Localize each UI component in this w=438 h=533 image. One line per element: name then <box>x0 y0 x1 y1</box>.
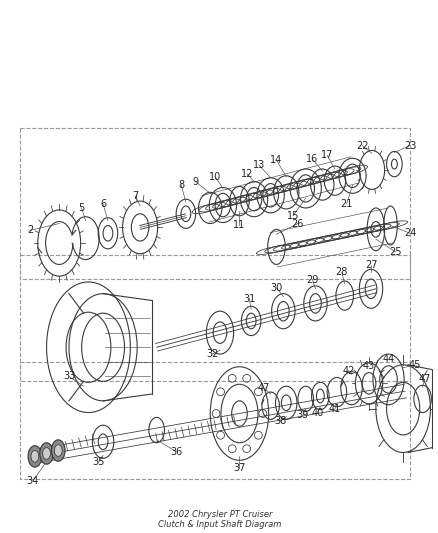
Text: 47: 47 <box>417 374 430 384</box>
Text: 22: 22 <box>355 141 367 151</box>
Text: 7: 7 <box>132 191 138 201</box>
Text: 17: 17 <box>320 150 332 160</box>
Ellipse shape <box>54 445 62 456</box>
Text: 32: 32 <box>205 349 218 359</box>
Text: 33: 33 <box>63 372 75 382</box>
Text: 41: 41 <box>328 403 340 414</box>
Text: 24: 24 <box>403 228 415 238</box>
Text: 42: 42 <box>342 366 354 376</box>
Ellipse shape <box>40 443 53 464</box>
Text: 8: 8 <box>177 180 184 190</box>
Text: 2: 2 <box>27 225 33 236</box>
Text: 27: 27 <box>364 261 376 270</box>
Text: 47: 47 <box>257 383 269 393</box>
Text: 28: 28 <box>335 267 347 277</box>
Text: 2002 Chrysler PT Cruiser
Clutch & Input Shaft Diagram: 2002 Chrysler PT Cruiser Clutch & Input … <box>158 510 281 529</box>
Text: 39: 39 <box>296 410 308 421</box>
Ellipse shape <box>42 448 50 459</box>
Text: 15: 15 <box>286 211 299 221</box>
Text: 43: 43 <box>362 361 374 371</box>
Text: 21: 21 <box>340 199 352 209</box>
Text: 16: 16 <box>306 154 318 164</box>
Text: 25: 25 <box>388 247 401 257</box>
Ellipse shape <box>28 446 42 467</box>
Text: 10: 10 <box>208 172 221 182</box>
Ellipse shape <box>31 450 39 462</box>
Text: 14: 14 <box>270 155 282 165</box>
Text: 9: 9 <box>192 176 198 187</box>
Text: 44: 44 <box>381 354 394 364</box>
Text: 13: 13 <box>252 160 265 170</box>
Text: 34: 34 <box>27 476 39 486</box>
Text: 26: 26 <box>291 219 304 229</box>
Text: 6: 6 <box>100 199 106 209</box>
Text: 30: 30 <box>270 283 282 293</box>
Text: 29: 29 <box>306 275 318 285</box>
Text: 23: 23 <box>403 141 415 151</box>
Text: 45: 45 <box>408 360 420 370</box>
Text: 11: 11 <box>233 221 245 230</box>
Text: 12: 12 <box>240 169 253 179</box>
Text: 35: 35 <box>92 457 104 467</box>
Text: 36: 36 <box>170 447 182 456</box>
Ellipse shape <box>51 440 65 461</box>
Text: 5: 5 <box>78 203 85 213</box>
Text: 37: 37 <box>233 463 245 473</box>
Text: 38: 38 <box>274 416 286 426</box>
Text: 31: 31 <box>243 294 255 304</box>
Text: 40: 40 <box>311 408 323 417</box>
